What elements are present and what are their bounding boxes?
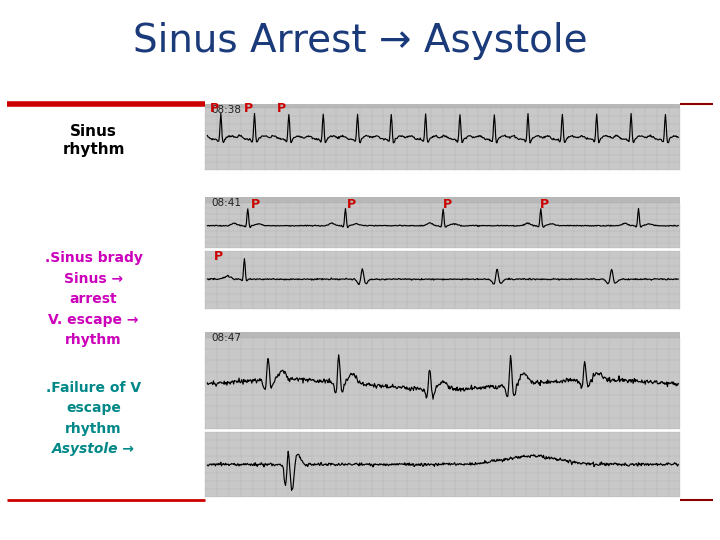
Bar — [205, 202, 680, 248]
Text: P: P — [214, 250, 222, 263]
Text: P: P — [443, 198, 451, 211]
Text: P: P — [347, 198, 356, 211]
Bar — [205, 108, 680, 170]
Text: rhythm: rhythm — [66, 333, 122, 347]
Text: V. escape →: V. escape → — [48, 313, 139, 327]
Bar — [205, 332, 680, 338]
Text: P: P — [277, 102, 286, 115]
Bar — [205, 338, 680, 429]
Bar — [205, 104, 680, 108]
Text: .Sinus brady: .Sinus brady — [45, 251, 143, 265]
Text: rhythm: rhythm — [66, 422, 122, 436]
Text: arrest: arrest — [70, 292, 117, 306]
Text: P: P — [251, 198, 260, 211]
Text: P: P — [540, 198, 549, 211]
Text: Asystole →: Asystole → — [52, 442, 135, 456]
Bar — [205, 197, 680, 202]
Text: 08:38: 08:38 — [211, 105, 241, 115]
Text: Sinus →: Sinus → — [64, 272, 123, 286]
Text: P: P — [210, 102, 219, 115]
Text: P: P — [244, 102, 253, 115]
Text: Sinus
rhythm: Sinus rhythm — [63, 124, 125, 157]
Text: 08:41: 08:41 — [211, 198, 241, 208]
Bar — [205, 432, 680, 497]
Text: Sinus Arrest → Asystole: Sinus Arrest → Asystole — [132, 22, 588, 59]
Text: escape: escape — [66, 401, 121, 415]
Text: 08:47: 08:47 — [211, 333, 241, 343]
Text: .Failure of V: .Failure of V — [46, 381, 141, 395]
Bar — [205, 251, 680, 309]
